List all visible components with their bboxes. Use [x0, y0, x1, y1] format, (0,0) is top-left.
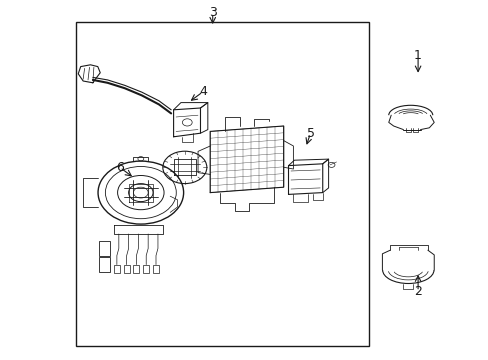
Text: 6: 6	[116, 161, 123, 174]
Bar	[99, 241, 110, 256]
Bar	[143, 265, 149, 273]
Bar	[153, 265, 159, 273]
Text: 2: 2	[413, 285, 421, 298]
Bar	[114, 265, 120, 273]
Bar	[133, 265, 139, 273]
Text: 3: 3	[208, 6, 216, 19]
Text: 5: 5	[306, 127, 314, 140]
Bar	[99, 257, 110, 272]
Bar	[76, 22, 368, 346]
Text: 1: 1	[413, 49, 421, 62]
Text: 4: 4	[199, 85, 206, 98]
Bar	[123, 265, 129, 273]
